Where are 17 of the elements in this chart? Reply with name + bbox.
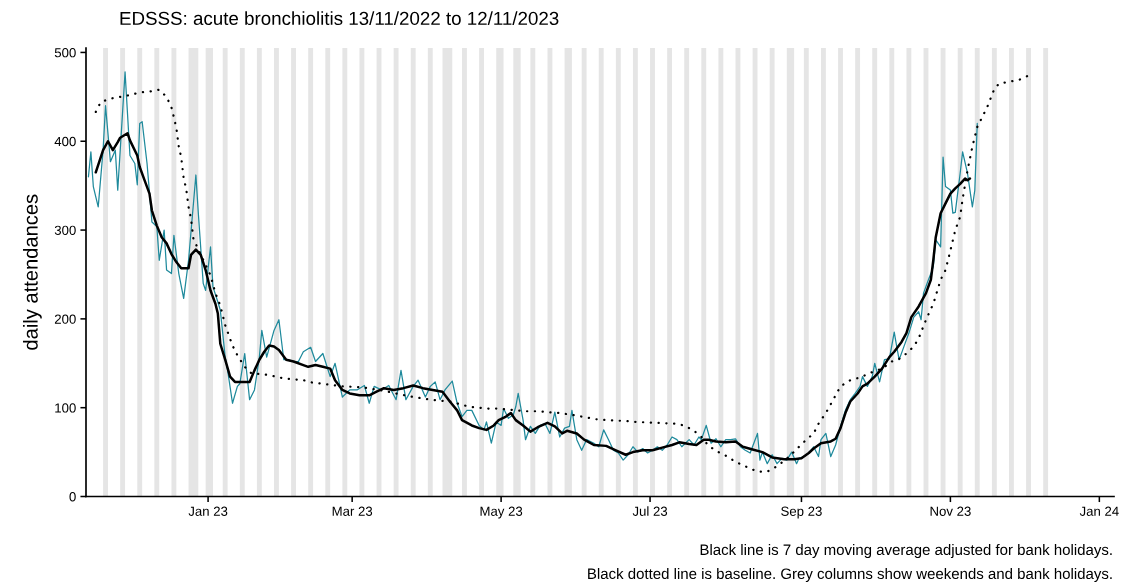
- x-tick-label: Nov 23: [930, 506, 971, 516]
- chart-title: EDSSS: acute bronchiolitis 13/11/2022 to 12/11/2023: [120, 11, 559, 26]
- x-tick-label: Sep 23: [781, 506, 822, 519]
- y-tick-label: 400: [54, 136, 76, 147]
- y-tick-label: 500: [54, 48, 76, 58]
- x-tick-label: Jan 24: [1079, 506, 1119, 516]
- y-axis-title: daily attendances: [22, 194, 42, 350]
- y-tick-label: 0: [69, 492, 76, 502]
- x-tick-label: Mar 23: [332, 506, 373, 516]
- text: Black dotted line is baseline. Grey columns show weekends and bank holidays.: [588, 568, 1112, 582]
- x-tick-label: Jul 23: [632, 506, 668, 516]
- x-tick-label: Jan 23: [188, 506, 228, 516]
- text: Black line is 7 day moving average adjusted for bank holidays.: [700, 544, 1112, 558]
- x-tick-label: May 23: [480, 506, 523, 519]
- y-tick-label: 100: [55, 403, 76, 413]
- y-tick-label: 300: [54, 225, 76, 235]
- y-tick-label: 200: [54, 314, 76, 324]
